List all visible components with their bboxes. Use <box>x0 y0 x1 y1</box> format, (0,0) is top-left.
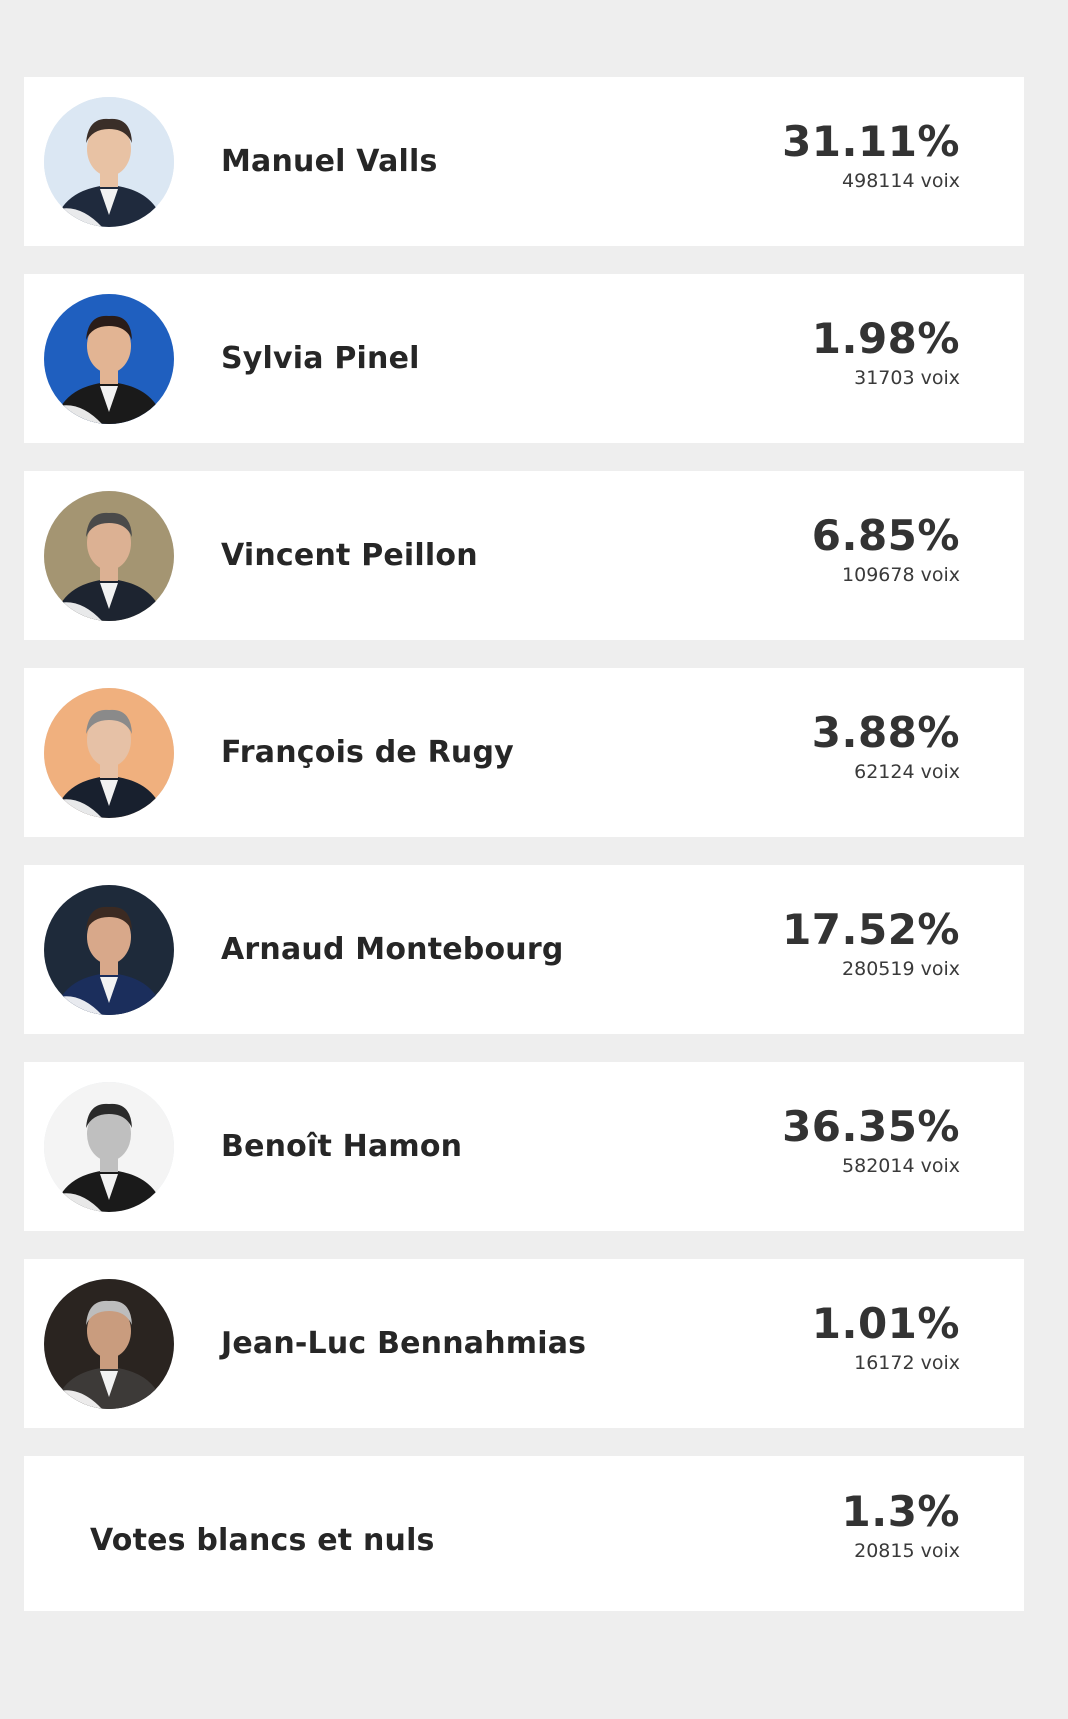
candidate-votes: 498114 voix <box>842 170 960 192</box>
candidate-votes: 280519 voix <box>842 958 960 980</box>
blank-votes-count: 20815 voix <box>854 1540 960 1562</box>
candidate-score: 36.35% 582014 voix <box>782 1104 960 1178</box>
candidate-percent: 6.85% <box>811 511 960 560</box>
candidate-photo-icon <box>44 97 174 227</box>
candidate-card: Sylvia Pinel 1.98% 31703 voix <box>24 274 1024 443</box>
candidate-votes: 16172 voix <box>854 1352 960 1374</box>
blank-votes-label: Votes blancs et nuls <box>90 1523 435 1558</box>
candidate-votes: 109678 voix <box>842 564 960 586</box>
candidate-name: Jean-Luc Bennahmias <box>221 1326 587 1361</box>
candidate-score: 3.88% 62124 voix <box>812 710 960 784</box>
candidate-percent: 1.01% <box>811 1299 960 1348</box>
candidate-photo-icon <box>44 491 174 621</box>
candidate-card: Jean-Luc Bennahmias 1.01% 16172 voix <box>24 1259 1024 1428</box>
blank-votes-percent: 1.3% <box>841 1487 960 1536</box>
candidate-card: Manuel Valls 31.11% 498114 voix <box>24 77 1024 246</box>
candidate-score: 1.01% 16172 voix <box>812 1301 960 1375</box>
candidate-score: 6.85% 109678 voix <box>812 513 960 587</box>
candidate-name: Vincent Peillon <box>221 538 478 573</box>
candidate-card: François de Rugy 3.88% 62124 voix <box>24 668 1024 837</box>
candidate-name: Manuel Valls <box>221 144 438 179</box>
candidate-score: 31.11% 498114 voix <box>782 119 960 193</box>
blank-votes-score: 1.3% 20815 voix <box>842 1489 960 1563</box>
candidate-photo-icon <box>44 885 174 1015</box>
candidate-photo-icon <box>44 294 174 424</box>
candidate-votes: 31703 voix <box>854 367 960 389</box>
candidate-score: 1.98% 31703 voix <box>812 316 960 390</box>
candidate-card: Vincent Peillon 6.85% 109678 voix <box>24 471 1024 640</box>
candidate-card: Benoît Hamon 36.35% 582014 voix <box>24 1062 1024 1231</box>
candidate-name: François de Rugy <box>221 735 514 770</box>
candidate-percent: 1.98% <box>811 314 960 363</box>
candidate-percent: 36.35% <box>782 1102 960 1151</box>
candidate-name: Benoît Hamon <box>221 1129 463 1164</box>
candidate-votes: 582014 voix <box>842 1155 960 1177</box>
candidate-name: Arnaud Montebourg <box>221 932 564 967</box>
candidate-percent: 3.88% <box>811 708 960 757</box>
blank-votes-card: Votes blancs et nuls 1.3% 20815 voix <box>24 1456 1024 1611</box>
candidate-card: Arnaud Montebourg 17.52% 280519 voix <box>24 865 1024 1034</box>
candidate-photo-icon <box>44 1279 174 1409</box>
candidate-name: Sylvia Pinel <box>221 341 420 376</box>
candidate-photo-icon <box>44 688 174 818</box>
candidate-votes: 62124 voix <box>854 761 960 783</box>
candidate-percent: 31.11% <box>782 117 960 166</box>
candidate-photo-icon <box>44 1082 174 1212</box>
candidate-score: 17.52% 280519 voix <box>782 907 960 981</box>
candidate-percent: 17.52% <box>782 905 960 954</box>
